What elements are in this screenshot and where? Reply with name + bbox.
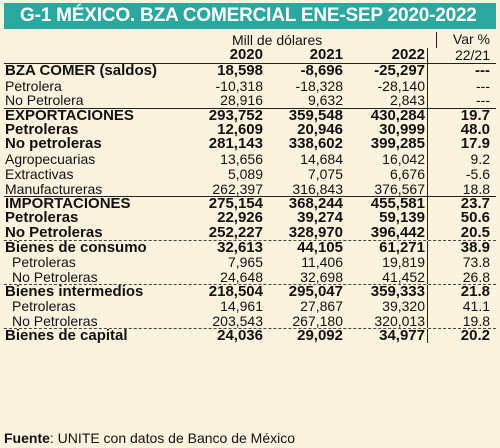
table-row: No Petrolera 28,916 9,632 2,843 --- [4,93,496,109]
source-note: Fuente: UNITE con datos de Banco de Méxi… [4,430,295,446]
var-label: Var % [436,32,496,48]
table-row: Petrolera -10,318 -18,328 -28,140 --- [4,78,496,94]
table-row: No petroleras 281,143 338,602 399,285 17… [4,137,496,153]
header-row-unit: Mill de dólares Var % [4,32,496,48]
year-2022-header: 2022 [391,46,425,64]
table-row: Agropecuarias 13,656 14,684 16,042 9.2 [4,152,496,167]
var-period-header: 22/21 [427,48,496,63]
table-title: G-1 MÉXICO. BZA COMERCIAL ENE-SEP 2020-2… [4,3,496,29]
table-row: Petroleras 7,965 11,406 19,819 73.8 [4,255,496,270]
table-row: Petroleras 14,961 27,867 39,320 41.1 [4,299,496,314]
table-row: No Petroleras 203,543 267,180 320,013 19… [4,313,496,329]
trade-balance-table: Mill de dólares Var % 2020 2021 2022 22/… [4,32,496,343]
table-row: EXPORTACIONES 293,752 359,548 430,284 19… [4,108,496,123]
year-2020-header: 2020 [229,46,263,64]
year-2021-header: 2021 [309,46,343,64]
table-row: Bienes de capital 24,036 29,092 34,977 2… [4,328,496,343]
header-row-years: 2020 2021 2022 22/21 [4,46,496,64]
source-label: Fuente [4,430,50,446]
table-row: Bienes de consumo 32,613 44,105 61,271 3… [4,240,496,255]
table-row: Manufactureras 262,397 316,843 376,567 1… [4,181,496,197]
source-text: : UNITE con datos de Banco de México [49,430,296,446]
table-row: Extractivas 5,089 7,075 6,676 -5.6 [4,167,496,182]
table-row: No Petroleras 252,227 328,970 396,442 20… [4,225,496,241]
table-row: Petroleras 22,926 39,274 59,139 50.6 [4,210,496,226]
table-row: No Petroleras 24,648 32,698 41,452 26.8 [4,269,496,285]
table-row: IMPORTACIONES 275,154 368,244 455,581 23… [4,196,496,211]
table-row: Bienes intermedios 218,504 295,047 359,3… [4,284,496,299]
unit-label: Mill de dólares [231,31,323,48]
table-row: Petroleras 12,609 20,946 30,999 48.0 [4,122,496,138]
table-row: BZA COMER (saldos) 18,598 -8,696 -25,297… [4,63,496,79]
